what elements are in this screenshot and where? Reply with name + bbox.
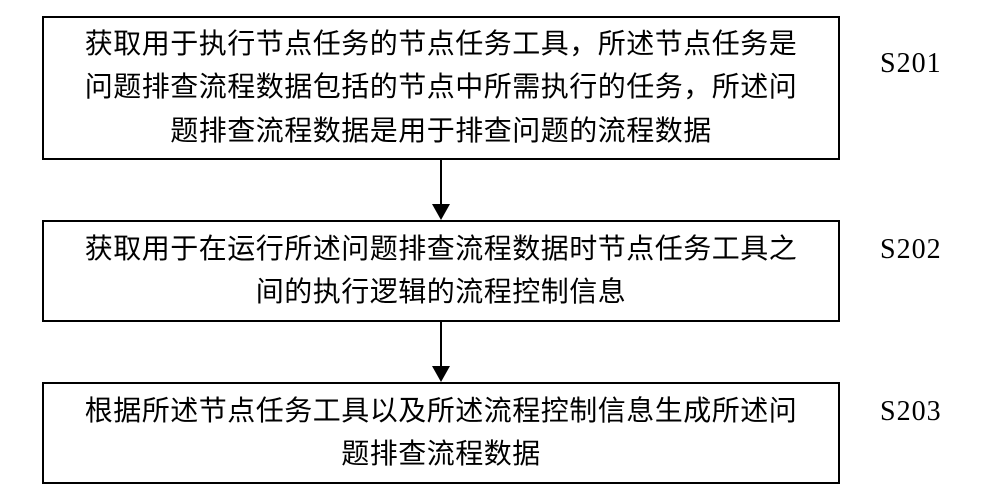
flowchart-canvas: 获取用于执行节点任务的节点任务工具，所述节点任务是 问题排查流程数据包括的节点中…	[0, 0, 1000, 501]
flow-node-label-s202: S202	[880, 234, 942, 266]
flow-node-label-s201: S201	[880, 48, 942, 80]
flow-arrow-shaft	[440, 160, 442, 204]
flow-arrow-shaft	[440, 322, 442, 366]
flow-node-s201: 获取用于执行节点任务的节点任务工具，所述节点任务是 问题排查流程数据包括的节点中…	[42, 16, 840, 160]
flow-arrow-head-icon	[432, 204, 450, 220]
flow-node-s203: 根据所述节点任务工具以及所述流程控制信息生成所述问 题排查流程数据	[42, 382, 840, 484]
flow-node-text: 根据所述节点任务工具以及所述流程控制信息生成所述问 题排查流程数据	[85, 390, 798, 477]
flow-node-s202: 获取用于在运行所述问题排查流程数据时节点任务工具之 间的执行逻辑的流程控制信息	[42, 220, 840, 322]
flow-node-label-s203: S203	[880, 396, 942, 428]
flow-node-text: 获取用于在运行所述问题排查流程数据时节点任务工具之 间的执行逻辑的流程控制信息	[85, 228, 798, 315]
flow-arrow-head-icon	[432, 366, 450, 382]
flow-node-text: 获取用于执行节点任务的节点任务工具，所述节点任务是 问题排查流程数据包括的节点中…	[85, 23, 798, 153]
